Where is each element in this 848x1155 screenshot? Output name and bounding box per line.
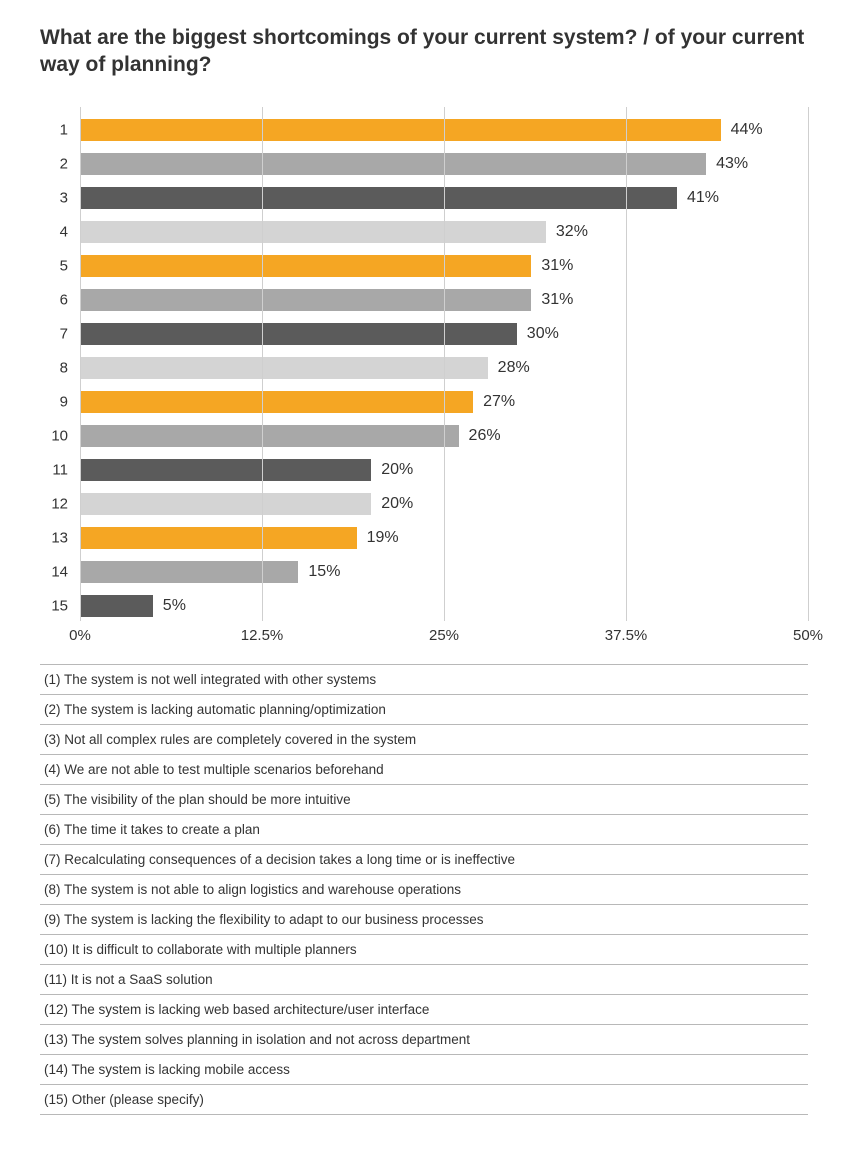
y-tick-label: 12 (51, 495, 68, 512)
bar-value-label: 43% (706, 155, 748, 173)
bar (80, 459, 371, 481)
legend-row: (9) The system is lacking the flexibilit… (40, 904, 808, 935)
legend-row: (5) The visibility of the plan should be… (40, 784, 808, 815)
x-tick-label: 12.5% (241, 627, 284, 644)
gridline (80, 107, 81, 621)
x-axis: 0%12.5%25%37.5%50% (80, 621, 808, 647)
y-tick-label: 7 (60, 325, 68, 342)
bar-value-label: 5% (153, 597, 186, 615)
bar-value-label: 41% (677, 189, 719, 207)
bar (80, 187, 677, 209)
bar-value-label: 20% (371, 461, 413, 479)
plot-area: 44% 43% 41% 32% 31% 31% 30% 28% 27% 26% 20% 20% 19% 1… (80, 107, 808, 621)
gridline (808, 107, 809, 621)
legend-row: (8) The system is not able to align logi… (40, 874, 808, 905)
chart-title: What are the biggest shortcomings of you… (40, 24, 808, 79)
legend-row: (10) It is difficult to collaborate with… (40, 934, 808, 965)
bar-value-label: 20% (371, 495, 413, 513)
y-tick-label: 11 (52, 461, 68, 478)
y-tick-label: 6 (60, 291, 68, 308)
bar (80, 323, 517, 345)
legend-row: (11) It is not a SaaS solution (40, 964, 808, 995)
legend-row: (1) The system is not well integrated wi… (40, 664, 808, 695)
bar (80, 221, 546, 243)
bar (80, 391, 473, 413)
y-tick-label: 15 (51, 597, 68, 614)
bar-value-label: 19% (357, 529, 399, 547)
bar (80, 561, 298, 583)
x-tick-label: 25% (429, 627, 459, 644)
y-tick-label: 1 (60, 121, 68, 138)
legend-row: (12) The system is lacking web based arc… (40, 994, 808, 1025)
bar-value-label: 27% (473, 393, 515, 411)
y-tick-label: 3 (60, 189, 68, 206)
y-tick-label: 14 (51, 563, 68, 580)
legend-row: (2) The system is lacking automatic plan… (40, 694, 808, 725)
x-tick-label: 50% (793, 627, 823, 644)
gridline (626, 107, 627, 621)
y-tick-label: 5 (60, 257, 68, 274)
legend-row: (15) Other (please specify) (40, 1084, 808, 1115)
bar (80, 493, 371, 515)
y-tick-label: 9 (60, 393, 68, 410)
bar-value-label: 31% (531, 291, 573, 309)
bar (80, 119, 721, 141)
y-tick-label: 10 (51, 427, 68, 444)
bar (80, 289, 531, 311)
bar-value-label: 31% (531, 257, 573, 275)
y-tick-label: 13 (51, 529, 68, 546)
bar (80, 595, 153, 617)
legend-row: (7) Recalculating consequences of a deci… (40, 844, 808, 875)
legend-row: (6) The time it takes to create a plan (40, 814, 808, 845)
bar-value-label: 30% (517, 325, 559, 343)
legend-row: (14) The system is lacking mobile access (40, 1054, 808, 1085)
y-tick-label: 2 (60, 155, 68, 172)
x-tick-label: 37.5% (605, 627, 648, 644)
y-tick-label: 8 (60, 359, 68, 376)
bar-value-label: 15% (298, 563, 340, 581)
bar-chart: 44%43%41%32%31%31%30%28%27%26%20%20%19%1… (40, 107, 808, 647)
bar (80, 425, 459, 447)
bar-value-label: 32% (546, 223, 588, 241)
y-tick-label: 4 (60, 223, 68, 240)
gridline (262, 107, 263, 621)
legend-row: (3) Not all complex rules are completely… (40, 724, 808, 755)
bar (80, 527, 357, 549)
x-tick-label: 0% (69, 627, 91, 644)
legend-row: (4) We are not able to test multiple sce… (40, 754, 808, 785)
bar-value-label: 26% (459, 427, 501, 445)
bar-value-label: 28% (488, 359, 530, 377)
gridline (444, 107, 445, 621)
bar (80, 357, 488, 379)
bar (80, 255, 531, 277)
bar (80, 153, 706, 175)
y-axis-labels: 123456789101112131415 (40, 107, 74, 621)
legend-row: (13) The system solves planning in isola… (40, 1024, 808, 1055)
legend-table: (1) The system is not well integrated wi… (40, 664, 808, 1115)
bar-value-label: 44% (721, 121, 763, 139)
